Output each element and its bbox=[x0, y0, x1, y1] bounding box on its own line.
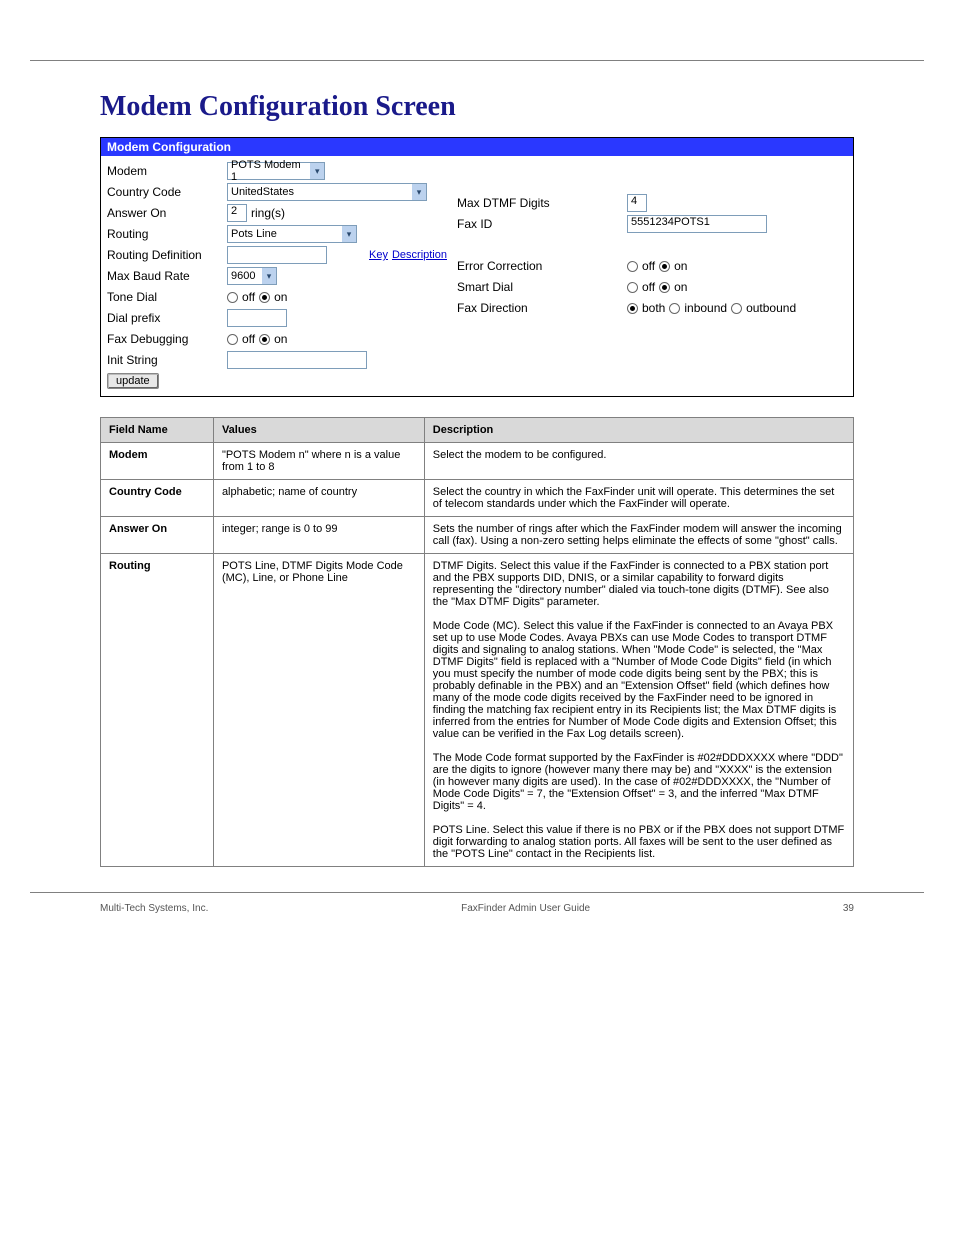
cell-desc: Sets the number of rings after which the… bbox=[424, 517, 853, 554]
error-corr-radio[interactable]: off on bbox=[627, 257, 847, 275]
radio-on-icon[interactable] bbox=[259, 292, 270, 303]
label-tone-dial: Tone Dial bbox=[107, 288, 217, 306]
cell-desc: Select the country in which the FaxFinde… bbox=[424, 480, 853, 517]
chevron-down-icon: ▾ bbox=[342, 226, 356, 242]
max-dtmf-input[interactable]: 4 bbox=[627, 194, 647, 212]
footer-right: 39 bbox=[843, 903, 854, 914]
radio-off-icon[interactable] bbox=[227, 334, 238, 345]
cell-values: POTS Line, DTMF Digits Mode Code (MC), L… bbox=[213, 554, 424, 867]
label-country: Country Code bbox=[107, 183, 217, 201]
label-init-string: Init String bbox=[107, 351, 217, 369]
description-link[interactable]: Description bbox=[392, 249, 447, 261]
routing-def-input[interactable] bbox=[227, 246, 327, 264]
country-select-value: UnitedStates bbox=[231, 186, 294, 198]
label-routing-def: Routing Definition bbox=[107, 246, 217, 264]
label-modem: Modem bbox=[107, 162, 217, 180]
cell-values: "POTS Modem n" where n is a value from 1… bbox=[213, 443, 424, 480]
answer-on-suffix: ring(s) bbox=[251, 206, 285, 220]
dial-prefix-input[interactable] bbox=[227, 309, 287, 327]
col-field: Field Name bbox=[101, 418, 214, 443]
label-baud: Max Baud Rate bbox=[107, 267, 217, 285]
modem-select[interactable]: POTS Modem 1 ▾ bbox=[227, 162, 325, 180]
tone-dial-radio[interactable]: off on bbox=[227, 288, 447, 306]
cell-field: Answer On bbox=[101, 517, 214, 554]
cell-values: integer; range is 0 to 99 bbox=[213, 517, 424, 554]
label-routing: Routing bbox=[107, 225, 217, 243]
radio-on-icon[interactable] bbox=[659, 282, 670, 293]
label-smart-dial: Smart Dial bbox=[457, 278, 617, 296]
label-fax-debug: Fax Debugging bbox=[107, 330, 217, 348]
cell-field: Modem bbox=[101, 443, 214, 480]
update-button[interactable]: update bbox=[107, 373, 159, 389]
table-row: Country Codealphabetic; name of countryS… bbox=[101, 480, 854, 517]
label-blank bbox=[457, 236, 617, 254]
country-select[interactable]: UnitedStates ▾ bbox=[227, 183, 427, 201]
radio-both-icon[interactable] bbox=[627, 303, 638, 314]
field-description-table: Field Name Values Description Modem"POTS… bbox=[100, 417, 854, 867]
page-title: Modem Configuration Screen bbox=[100, 91, 924, 123]
answer-on-input[interactable]: 2 bbox=[227, 204, 247, 222]
modem-config-panel: Modem Configuration Modem Country Code A… bbox=[100, 137, 854, 397]
radio-inbound-icon[interactable] bbox=[669, 303, 680, 314]
fax-debug-radio[interactable]: off on bbox=[227, 330, 447, 348]
fax-dir-radio[interactable]: both inbound outbound bbox=[627, 299, 847, 317]
radio-off-icon[interactable] bbox=[627, 261, 638, 272]
footer-left: Multi-Tech Systems, Inc. bbox=[100, 903, 208, 914]
baud-select-value: 9600 bbox=[231, 270, 255, 282]
label-error-corr: Error Correction bbox=[457, 257, 617, 275]
chevron-down-icon: ▾ bbox=[412, 184, 426, 200]
routing-select-value: Pots Line bbox=[231, 228, 277, 240]
label-fax-id: Fax ID bbox=[457, 215, 617, 233]
smart-dial-radio[interactable]: off on bbox=[627, 278, 847, 296]
radio-on-icon[interactable] bbox=[259, 334, 270, 345]
baud-select[interactable]: 9600 ▾ bbox=[227, 267, 277, 285]
radio-outbound-icon[interactable] bbox=[731, 303, 742, 314]
footer-center: FaxFinder Admin User Guide bbox=[461, 903, 590, 914]
cell-desc: DTMF Digits. Select this value if the Fa… bbox=[424, 554, 853, 867]
fax-id-input[interactable]: 5551234POTS1 bbox=[627, 215, 767, 233]
col-desc: Description bbox=[424, 418, 853, 443]
page-footer: Multi-Tech Systems, Inc. FaxFinder Admin… bbox=[100, 903, 854, 914]
label-dial-prefix: Dial prefix bbox=[107, 309, 217, 327]
radio-off-icon[interactable] bbox=[627, 282, 638, 293]
chevron-down-icon: ▾ bbox=[262, 268, 276, 284]
chevron-down-icon: ▾ bbox=[310, 163, 324, 179]
table-row: Answer Oninteger; range is 0 to 99Sets t… bbox=[101, 517, 854, 554]
cell-field: Routing bbox=[101, 554, 214, 867]
radio-on-icon[interactable] bbox=[659, 261, 670, 272]
col-values: Values bbox=[213, 418, 424, 443]
label-fax-dir: Fax Direction bbox=[457, 299, 617, 317]
table-row: Modem"POTS Modem n" where n is a value f… bbox=[101, 443, 854, 480]
routing-select[interactable]: Pots Line ▾ bbox=[227, 225, 357, 243]
label-max-dtmf: Max DTMF Digits bbox=[457, 194, 617, 212]
cell-desc: Select the modem to be configured. bbox=[424, 443, 853, 480]
modem-select-value: POTS Modem 1 bbox=[231, 159, 307, 183]
cell-values: alphabetic; name of country bbox=[213, 480, 424, 517]
key-link[interactable]: Key bbox=[369, 249, 388, 261]
panel-header: Modem Configuration bbox=[101, 138, 853, 156]
radio-off-icon[interactable] bbox=[227, 292, 238, 303]
init-string-input[interactable] bbox=[227, 351, 367, 369]
cell-field: Country Code bbox=[101, 480, 214, 517]
table-row: RoutingPOTS Line, DTMF Digits Mode Code … bbox=[101, 554, 854, 867]
label-answer-on: Answer On bbox=[107, 204, 217, 222]
